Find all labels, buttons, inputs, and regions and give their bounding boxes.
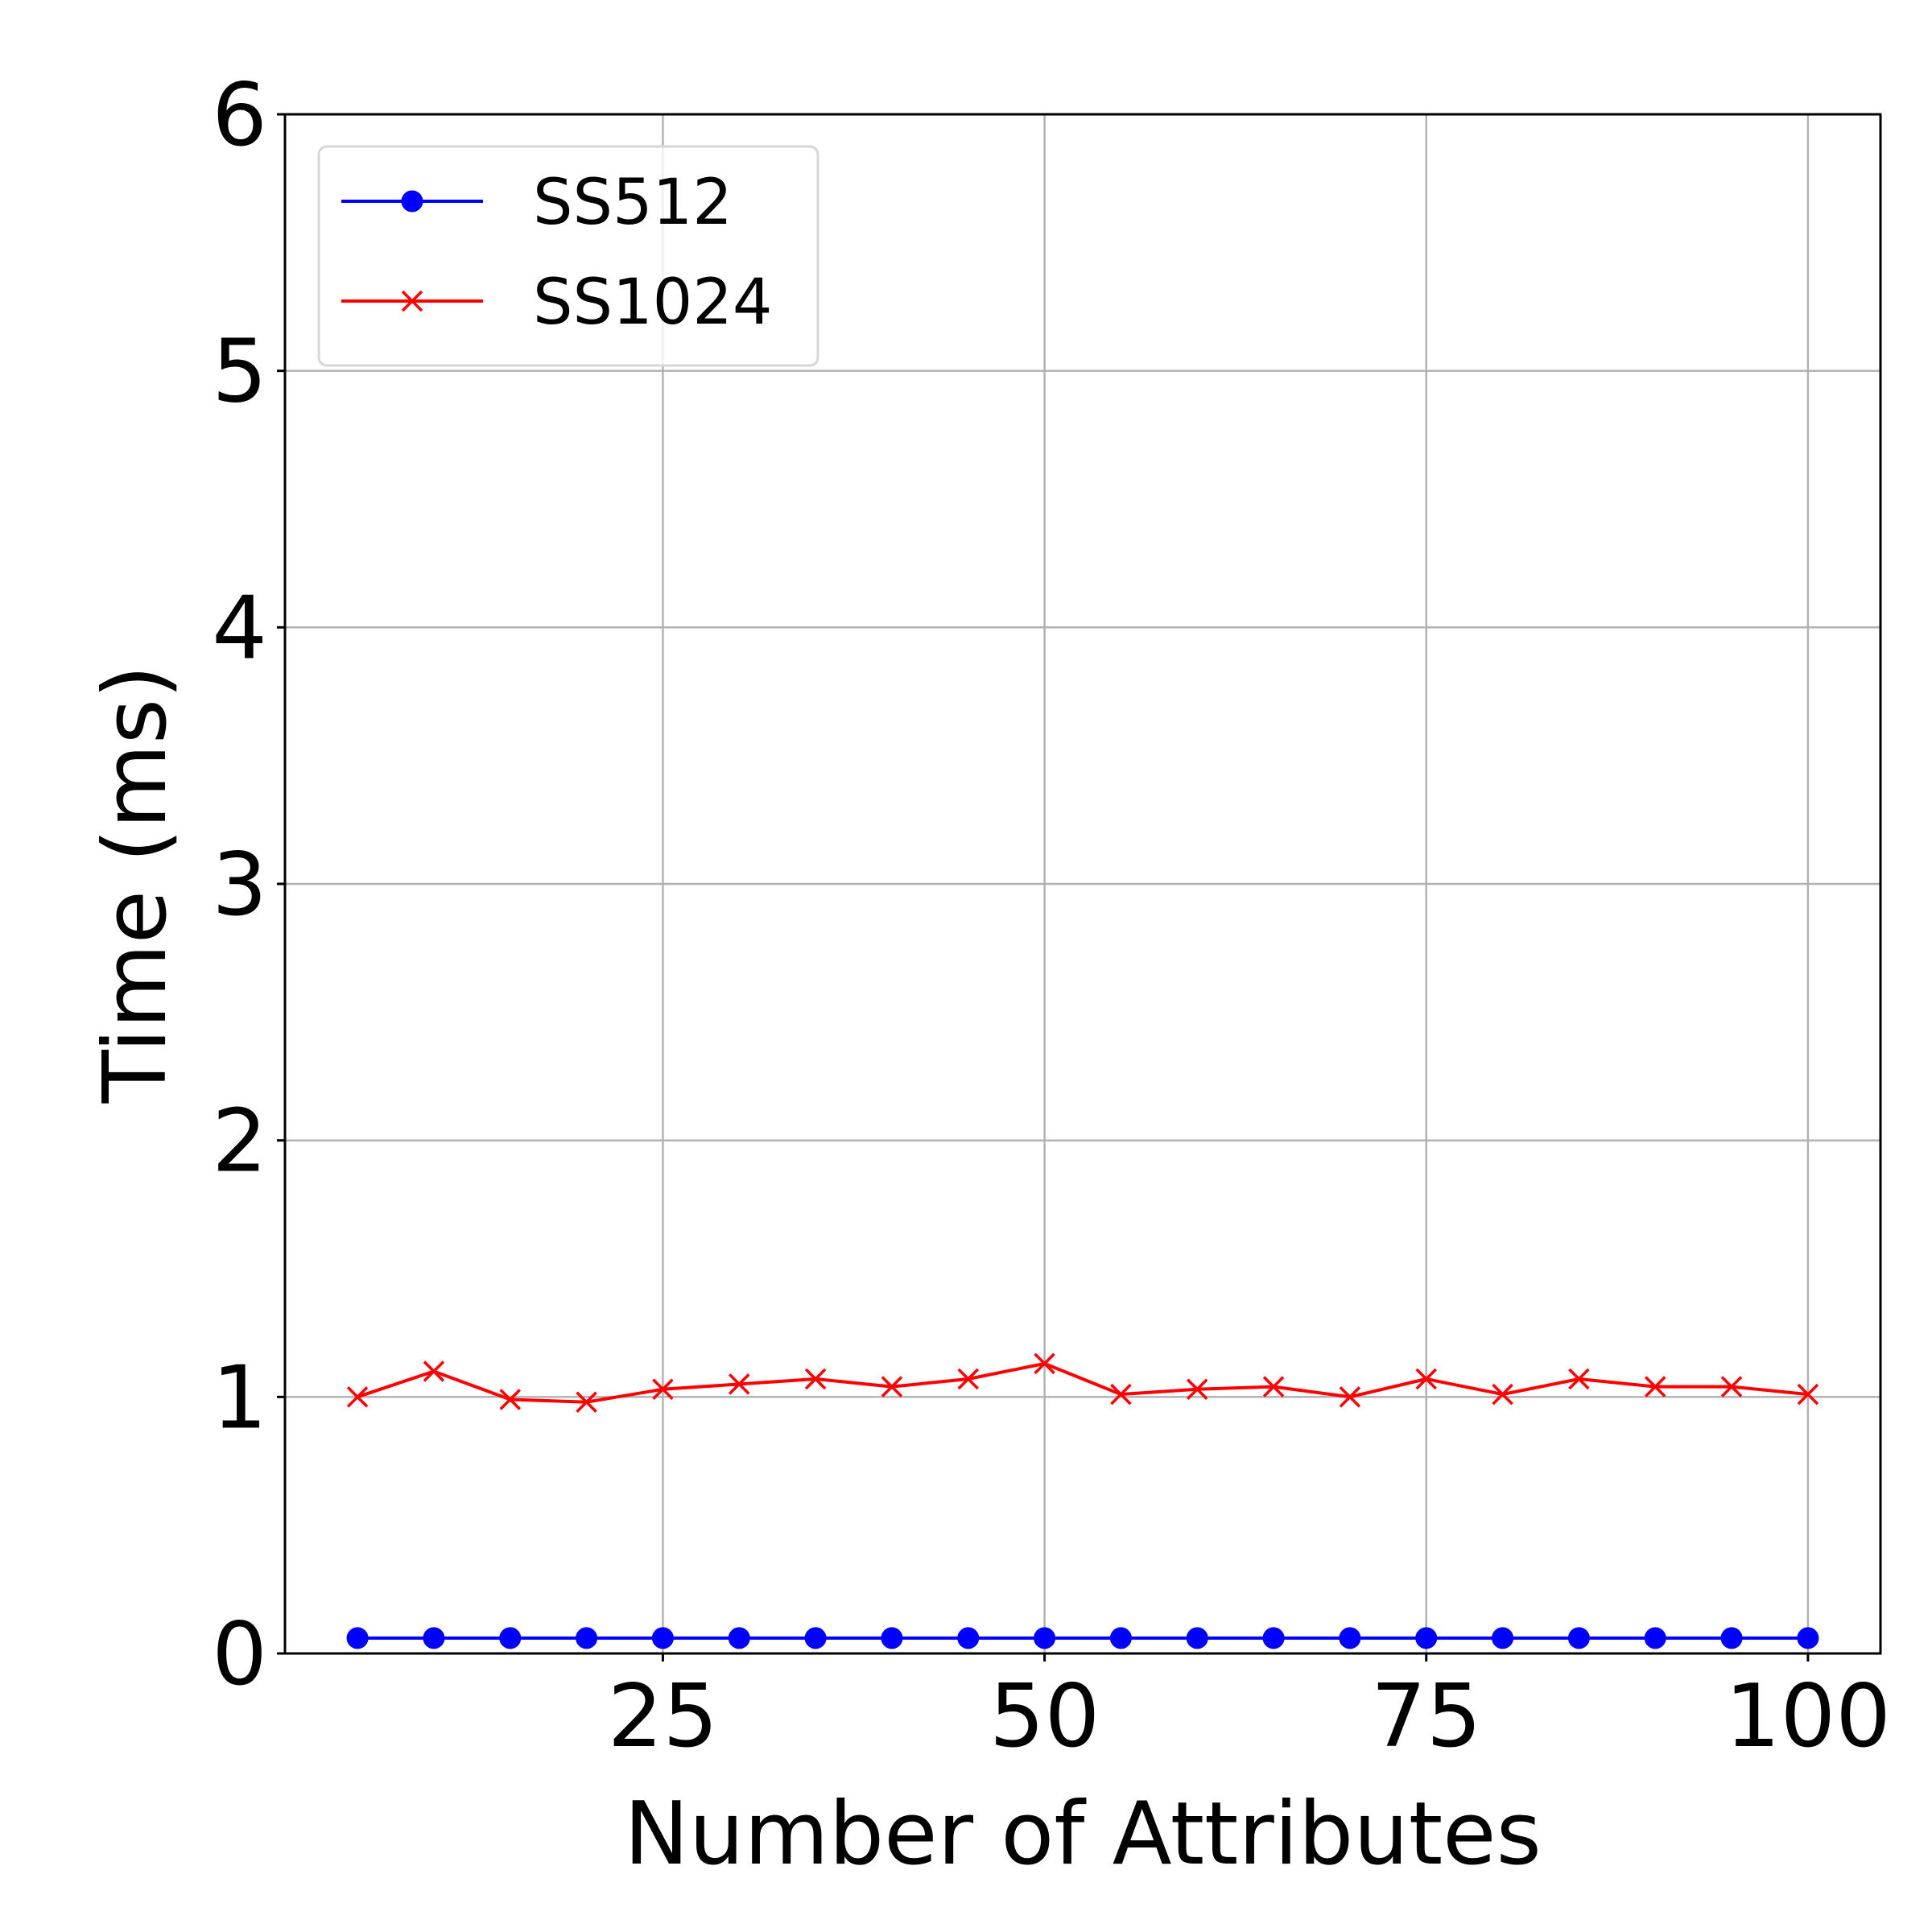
x-axis-label: Number of Attributes xyxy=(624,1784,1542,1885)
data-point xyxy=(1720,1627,1743,1649)
legend: SS512 SS1024 xyxy=(317,145,819,367)
data-point xyxy=(1034,1627,1056,1649)
data-point xyxy=(1262,1376,1285,1397)
data-point xyxy=(423,1360,445,1382)
data-point xyxy=(957,1627,980,1649)
data-point xyxy=(804,1627,827,1649)
data-point xyxy=(1034,1352,1055,1375)
x-tick-label: 50 xyxy=(989,1666,1100,1767)
data-point xyxy=(652,1378,674,1401)
data-point xyxy=(957,1368,979,1390)
data-point xyxy=(423,1627,445,1649)
plot-series xyxy=(346,1352,1819,1649)
data-point xyxy=(1186,1627,1208,1649)
data-point xyxy=(729,1373,750,1395)
data-point xyxy=(881,1376,903,1397)
data-point xyxy=(1415,1368,1437,1390)
y-axis-label: Time (ms) xyxy=(85,665,186,1104)
y-tick-label: 2 xyxy=(212,1092,267,1192)
data-point xyxy=(651,1627,674,1649)
series-line xyxy=(357,1361,1809,1404)
data-point xyxy=(346,1386,369,1408)
data-point xyxy=(1110,1383,1132,1406)
data-point xyxy=(1645,1376,1666,1397)
data-point xyxy=(576,1627,598,1649)
data-point xyxy=(499,1627,522,1649)
legend-item-ss1024: SS1024 xyxy=(341,266,773,339)
legend-marker xyxy=(401,190,423,213)
x-tick-label: 100 xyxy=(1725,1666,1891,1767)
data-point xyxy=(1492,1383,1513,1406)
legend-item-ss512: SS512 xyxy=(341,167,733,239)
y-tick-label: 3 xyxy=(212,835,267,935)
series-ss512 xyxy=(346,1627,1819,1649)
data-point xyxy=(346,1627,369,1649)
axis-ticks: 0 1 2 3 4 5 6 25 50 75 100 xyxy=(212,65,1891,1767)
x-tick-label: 25 xyxy=(608,1666,718,1767)
legend-label: SS1024 xyxy=(533,266,773,339)
data-point xyxy=(881,1627,903,1649)
data-point xyxy=(576,1391,597,1413)
data-point xyxy=(1567,1627,1590,1649)
data-point xyxy=(1568,1368,1590,1390)
y-tick-label: 4 xyxy=(212,578,267,679)
data-point xyxy=(1720,1376,1743,1397)
data-point xyxy=(1644,1627,1666,1649)
legend-marker xyxy=(401,290,423,312)
data-point xyxy=(804,1368,827,1390)
data-point xyxy=(1339,1386,1361,1408)
y-tick-label: 1 xyxy=(212,1348,267,1448)
data-point xyxy=(1797,1627,1819,1649)
data-point xyxy=(1109,1627,1132,1649)
data-point xyxy=(1339,1627,1361,1649)
data-point xyxy=(1797,1383,1819,1406)
data-point xyxy=(1492,1627,1514,1649)
y-tick-label: 0 xyxy=(212,1604,267,1705)
data-point xyxy=(1415,1627,1438,1649)
y-tick-label: 6 xyxy=(212,65,267,166)
data-point xyxy=(728,1627,750,1649)
data-point xyxy=(499,1389,521,1410)
data-point xyxy=(1187,1378,1208,1401)
y-tick-label: 5 xyxy=(212,322,267,423)
series-ss1024 xyxy=(346,1352,1819,1413)
legend-label: SS512 xyxy=(533,167,733,239)
x-tick-label: 75 xyxy=(1371,1666,1481,1767)
data-point xyxy=(1262,1627,1285,1649)
